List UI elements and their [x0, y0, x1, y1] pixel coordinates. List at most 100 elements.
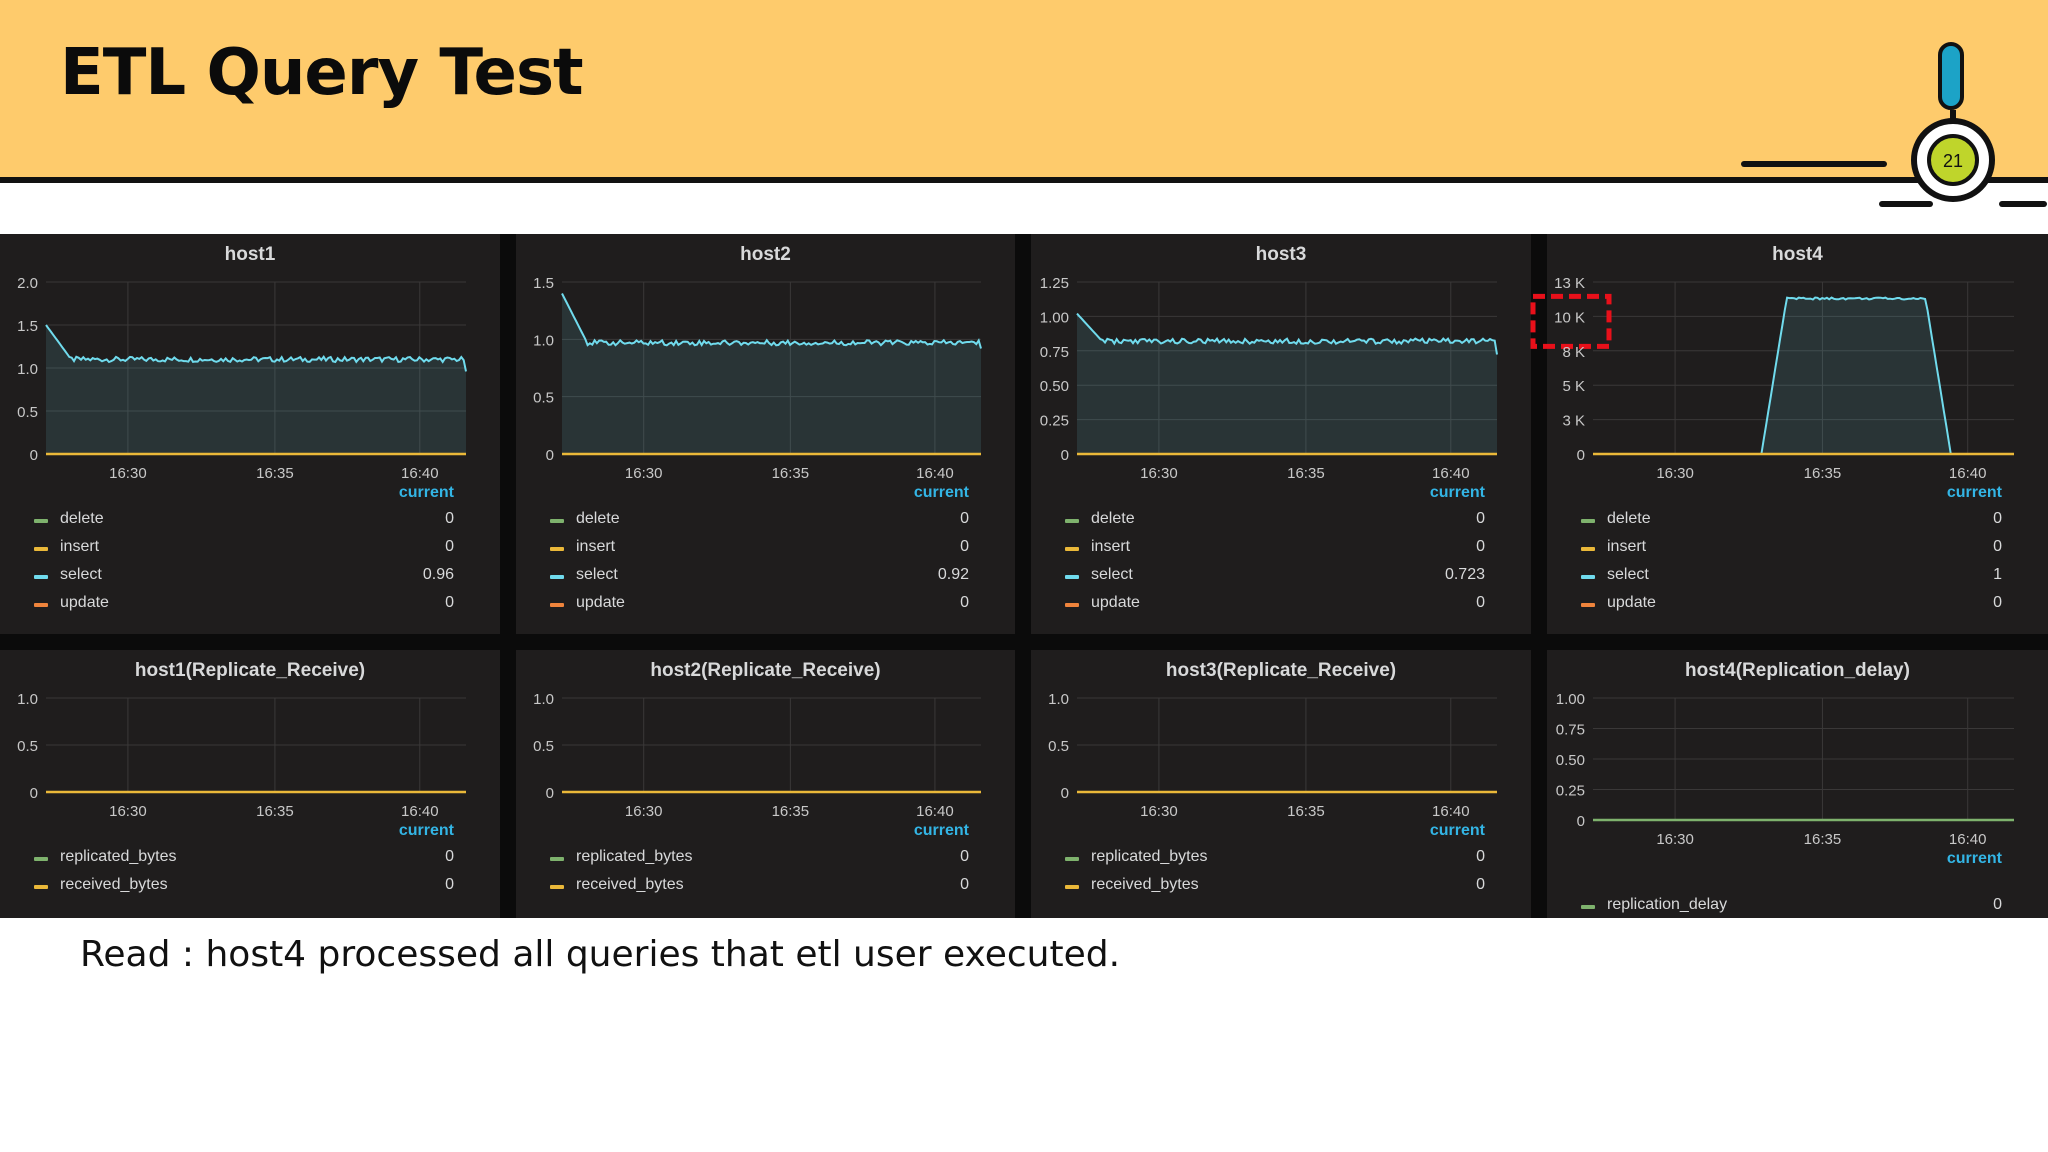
legend-label: select	[576, 566, 618, 583]
legend-current-value: 1	[1993, 566, 2002, 583]
panel-8[interactable]: host4(Replication_delay) 1.00 0.75 0.50 0.25…	[1547, 650, 2048, 918]
x-tick-label: 16:40	[401, 465, 439, 482]
legend-item-select[interactable]: select 1	[1581, 566, 2002, 588]
legend-current-value: 0.92	[937, 566, 969, 583]
legend-current-value: 0	[960, 848, 969, 865]
legend-item-received_bytes[interactable]: received_bytes 0	[1065, 876, 1485, 898]
legend-current-header[interactable]: current	[1946, 484, 2002, 501]
panel-4[interactable]: host4 13 K 10 K 8 K 5 K 3 K 0 16:30 16:35 16:40 cu…	[1530, 234, 2048, 634]
legend-item-replicated_bytes[interactable]: replicated_bytes 0	[34, 848, 454, 870]
legend-label: select	[1607, 566, 1649, 583]
panel-6[interactable]: host2(Replicate_Receive) 1.0 0.5 0 16:30 16:3…	[516, 650, 1015, 918]
legend-item-received_bytes[interactable]: received_bytes 0	[550, 876, 969, 898]
panel-title[interactable]: host2	[740, 244, 791, 265]
panel-7[interactable]: host3(Replicate_Receive) 1.0 0.5 0 16:30 16:3…	[1031, 650, 1531, 918]
slide-title: ETL Query Test	[60, 36, 584, 110]
page-marker-decoration: 21	[1741, 42, 2047, 207]
panel-title[interactable]: host1	[224, 244, 276, 265]
panel-3[interactable]: host3 1.25 1.00 0.75 0.50 0.25 0 16:30 16:35 16:4…	[1031, 234, 1531, 634]
legend-swatch	[550, 519, 564, 523]
legend-item-update[interactable]: update 0	[1065, 594, 1485, 616]
y-tick-label: 1.5	[533, 275, 554, 292]
legend-item-delete[interactable]: delete 0	[1065, 510, 1485, 532]
legend-item-delete[interactable]: delete 0	[550, 510, 969, 532]
panel-title[interactable]: host3(Replicate_Receive)	[1165, 660, 1397, 681]
x-tick-label: 16:35	[772, 465, 810, 482]
y-tick-label: 13 K	[1554, 275, 1585, 292]
panel-graph: 13 K 10 K 8 K 5 K 3 K 0 16:30 16:35 16:40	[1530, 275, 2014, 482]
legend-current-header[interactable]: current	[398, 484, 454, 501]
legend-current-header[interactable]: current	[913, 822, 969, 839]
legend-item-update[interactable]: update 0	[550, 594, 969, 616]
legend-item-insert[interactable]: insert 0	[1065, 538, 1485, 560]
legend-item-replicated_bytes[interactable]: replicated_bytes 0	[1065, 848, 1485, 870]
legend-item-update[interactable]: update 0	[34, 594, 454, 616]
page-number: 21	[1943, 151, 1963, 171]
legend-current-header[interactable]: current	[1429, 484, 1485, 501]
legend-swatch	[1065, 547, 1079, 551]
legend-item-update[interactable]: update 0	[1581, 594, 2002, 616]
legend-item-replicated_bytes[interactable]: replicated_bytes 0	[550, 848, 969, 870]
panel-title[interactable]: host3	[1255, 244, 1307, 265]
legend-item-select[interactable]: select 0.92	[550, 566, 969, 588]
legend-label: delete	[576, 510, 620, 527]
legend-current-value: 0	[445, 594, 454, 611]
legend-swatch	[1065, 519, 1079, 523]
panel-title[interactable]: host2(Replicate_Receive)	[650, 660, 881, 681]
y-tick-label: 1.00	[1556, 691, 1585, 708]
y-tick-label: 1.0	[533, 691, 554, 708]
legend-label: update	[1607, 594, 1656, 611]
legend-item-select[interactable]: select 0.96	[34, 566, 454, 588]
y-tick-label: 0.25	[1040, 413, 1069, 430]
legend-label: replicated_bytes	[576, 848, 693, 865]
legend-current-value: 0	[960, 510, 969, 527]
x-tick-label: 16:30	[1656, 831, 1694, 848]
legend-current-value: 0	[445, 876, 454, 893]
legend-item-insert[interactable]: insert 0	[1581, 538, 2002, 560]
x-tick-label: 16:30	[625, 465, 663, 482]
x-tick-label: 16:30	[109, 803, 147, 820]
panel-title[interactable]: host1(Replicate_Receive)	[134, 660, 366, 681]
y-tick-label: 0	[1577, 447, 1585, 464]
legend-current-value: 0	[1476, 538, 1485, 555]
legend-item-delete[interactable]: delete 0	[34, 510, 454, 532]
x-tick-label: 16:35	[1804, 831, 1842, 848]
legend-item-delete[interactable]: delete 0	[1581, 510, 2002, 532]
legend-current-header[interactable]: current	[1429, 822, 1485, 839]
y-tick-label: 0.75	[1556, 722, 1585, 739]
legend-label: delete	[60, 510, 104, 527]
legend-item-replication_delay[interactable]: replication_delay 0	[1581, 896, 2002, 918]
x-tick-label: 16:35	[256, 465, 294, 482]
legend-current-header[interactable]: current	[913, 484, 969, 501]
panel-title[interactable]: host4	[1772, 244, 1823, 265]
legend-swatch	[550, 547, 564, 551]
panel-1[interactable]: host1 2.0 1.5 1.0 0.5 0 16:30 16:35 16:40 current…	[0, 234, 500, 634]
legend-swatch	[1581, 519, 1595, 523]
x-tick-label: 16:35	[1287, 465, 1325, 482]
panel-graph: 1.25 1.00 0.75 0.50 0.25 0 16:30 16:35 16:40	[1040, 275, 1498, 482]
legend-current-value: 0	[1476, 510, 1485, 527]
panel-2[interactable]: host2 1.5 1.0 0.5 0 16:30 16:35 16:40 current del…	[516, 234, 1015, 634]
x-tick-label: 16:30	[1140, 465, 1178, 482]
x-tick-label: 16:40	[1949, 831, 1987, 848]
x-tick-label: 16:30	[1656, 465, 1694, 482]
legend-item-insert[interactable]: insert 0	[550, 538, 969, 560]
legend-current-value: 0	[445, 510, 454, 527]
panel-title[interactable]: host4(Replication_delay)	[1685, 660, 1910, 681]
x-tick-label: 16:35	[256, 803, 294, 820]
legend-current-header[interactable]: current	[398, 822, 454, 839]
legend-item-received_bytes[interactable]: received_bytes 0	[34, 876, 454, 898]
x-tick-label: 16:30	[625, 803, 663, 820]
y-tick-label: 0.75	[1040, 344, 1069, 361]
pin-handle	[1938, 42, 1964, 110]
legend-current-header[interactable]: current	[1946, 850, 2002, 867]
legend-swatch	[550, 603, 564, 607]
legend-item-select[interactable]: select 0.723	[1065, 566, 1485, 588]
legend-current-value: 0	[1993, 538, 2002, 555]
legend-current-value: 0	[1993, 510, 2002, 527]
legend-label: update	[576, 594, 625, 611]
panel-5[interactable]: host1(Replicate_Receive) 1.0 0.5 0 16:30 16:3…	[0, 650, 500, 918]
legend-item-insert[interactable]: insert 0	[34, 538, 454, 560]
y-tick-label: 0.5	[533, 738, 554, 755]
y-tick-label: 0.5	[17, 738, 38, 755]
